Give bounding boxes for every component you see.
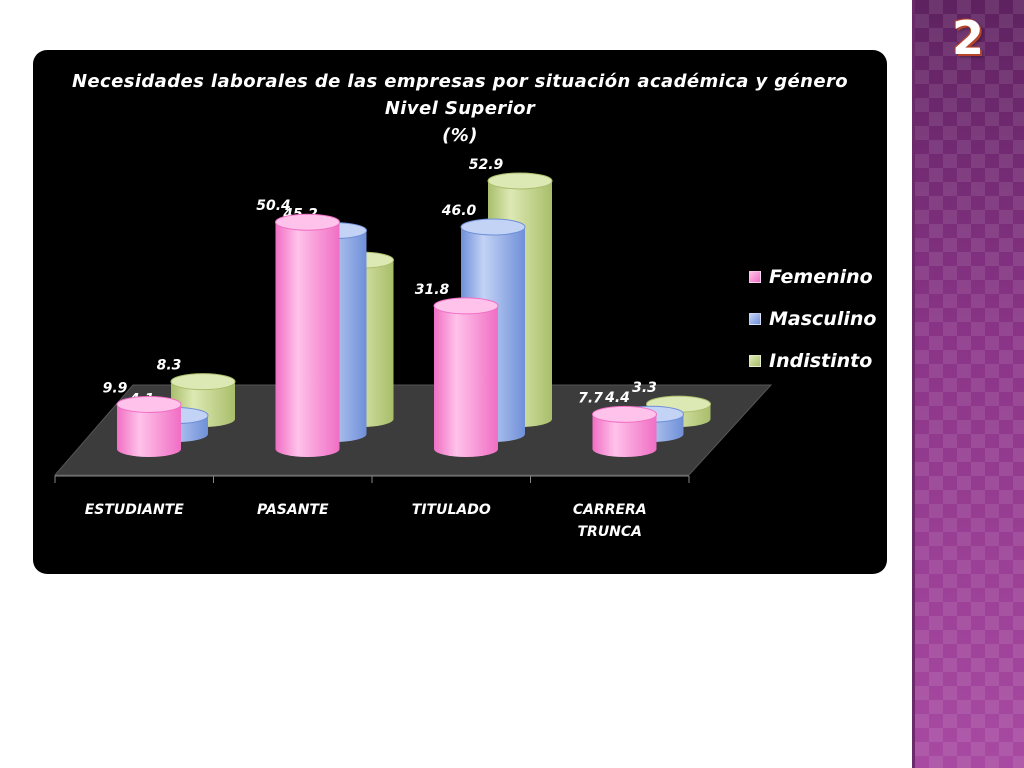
data-label: 50.4 <box>256 198 291 214</box>
chart-title-line-2: Nivel Superior <box>384 98 536 119</box>
legend-swatch-masculino <box>749 313 761 325</box>
chart-title-line-1: Necesidades laborales de las empresas po… <box>71 71 849 92</box>
legend-swatch-indistinto <box>749 355 761 367</box>
legend-swatch-femenino <box>749 271 761 283</box>
bar-femenino-0 <box>116 395 182 457</box>
legend-item-indistinto: Indistinto <box>749 340 876 382</box>
bar-femenino-1 <box>275 213 340 457</box>
x-tick-label: CARRERA TRUNCA <box>573 502 647 540</box>
legend-label-masculino: Masculino <box>769 308 877 330</box>
data-label: 4.4 <box>604 390 630 406</box>
bar-top <box>592 405 657 423</box>
data-label: 46.0 <box>441 203 477 219</box>
bar-top <box>487 172 553 190</box>
legend-label-femenino: Femenino <box>769 266 873 288</box>
legend-item-femenino: Femenino <box>749 256 876 298</box>
chart-title-line-3: (%) <box>442 125 478 146</box>
slide-number: 2 <box>951 11 984 65</box>
bar-top <box>170 373 236 391</box>
legend-label-indistinto: Indistinto <box>769 350 873 372</box>
chart-title: Necesidades laborales de las empresas po… <box>33 68 887 149</box>
bar-body <box>275 222 340 457</box>
data-label: 52.9 <box>469 157 504 173</box>
bar-top <box>460 218 526 236</box>
data-label: 3.3 <box>632 380 657 396</box>
chart-panel: Necesidades laborales de las empresas po… <box>33 50 887 574</box>
bar-femenino-3 <box>592 405 657 457</box>
bar-body <box>592 414 657 457</box>
data-label: 31.8 <box>415 282 450 298</box>
chart-plot: ESTUDIANTE PASANTE TITULADO CARRERA TRUNCA 8.… <box>53 157 773 540</box>
chart-legend: Femenino Masculino Indistinto <box>749 256 876 382</box>
data-label: 8.3 <box>157 358 182 374</box>
data-label: 7.7 <box>578 390 603 406</box>
bar-top <box>275 213 340 231</box>
x-tick-label: PASANTE <box>257 502 329 518</box>
bar-body <box>117 404 181 457</box>
bar-top <box>116 395 182 413</box>
x-tick-label: ESTUDIANTE <box>85 502 184 518</box>
x-tick-label: TITULADO <box>412 502 491 518</box>
legend-item-masculino: Masculino <box>749 298 876 340</box>
data-label: 9.9 <box>103 380 128 396</box>
bar-top <box>433 297 499 315</box>
bar-body <box>434 305 498 457</box>
decorative-side-band <box>912 0 1024 768</box>
bar-femenino-2 <box>433 297 499 457</box>
